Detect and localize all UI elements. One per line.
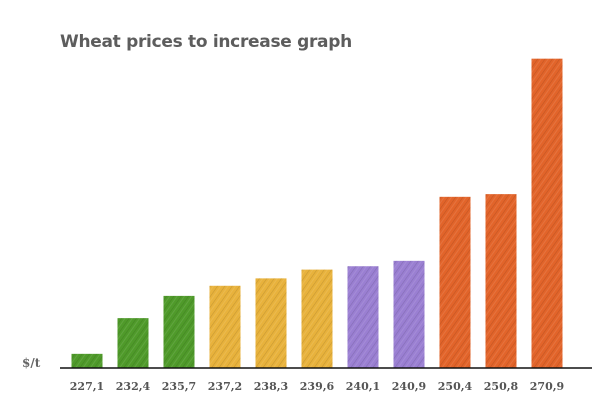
chart-title: Wheat prices to increase graph	[60, 32, 352, 52]
x-tick-label: 250,4	[438, 380, 473, 393]
bar-238-3	[255, 278, 287, 368]
bar-texture	[531, 58, 563, 368]
bar-texture	[301, 269, 333, 368]
x-tick-labels: 227,1 232,4 235,7 237,2 238,3 239,6 240,1 240,9…	[70, 380, 564, 393]
y-axis-unit-label: $/t	[22, 356, 41, 370]
bar-texture	[163, 295, 195, 368]
bar-texture	[347, 266, 379, 368]
x-tick-label: 227,1	[70, 380, 104, 393]
bar-texture	[393, 260, 425, 368]
bar-texture	[71, 353, 103, 368]
x-tick-label: 250,8	[484, 380, 519, 393]
x-tick-label: 232,4	[116, 380, 151, 393]
bar-232-4	[117, 318, 149, 368]
bars-layer	[71, 58, 563, 368]
bar-texture	[117, 318, 149, 368]
bar-250-4	[439, 196, 471, 368]
x-tick-label: 240,1	[346, 380, 380, 393]
bar-texture	[485, 194, 517, 368]
bar-texture	[209, 285, 241, 368]
bar-270-9	[531, 58, 563, 368]
x-tick-label: 240,9	[392, 380, 426, 393]
x-tick-label: 237,2	[208, 380, 242, 393]
x-tick-label: 270,9	[530, 380, 564, 393]
bar-texture	[439, 196, 471, 368]
x-tick-label: 239,6	[300, 380, 335, 393]
bar-240-1	[347, 266, 379, 368]
bar-texture	[255, 278, 287, 368]
bar-250-8	[485, 194, 517, 368]
bar-237-2	[209, 285, 241, 368]
x-tick-label: 238,3	[254, 380, 288, 393]
x-tick-label: 235,7	[162, 380, 196, 393]
bar-240-9	[393, 260, 425, 368]
bar-235-7	[163, 295, 195, 368]
bar-227-1	[71, 353, 103, 368]
bar-239-6	[301, 269, 333, 368]
